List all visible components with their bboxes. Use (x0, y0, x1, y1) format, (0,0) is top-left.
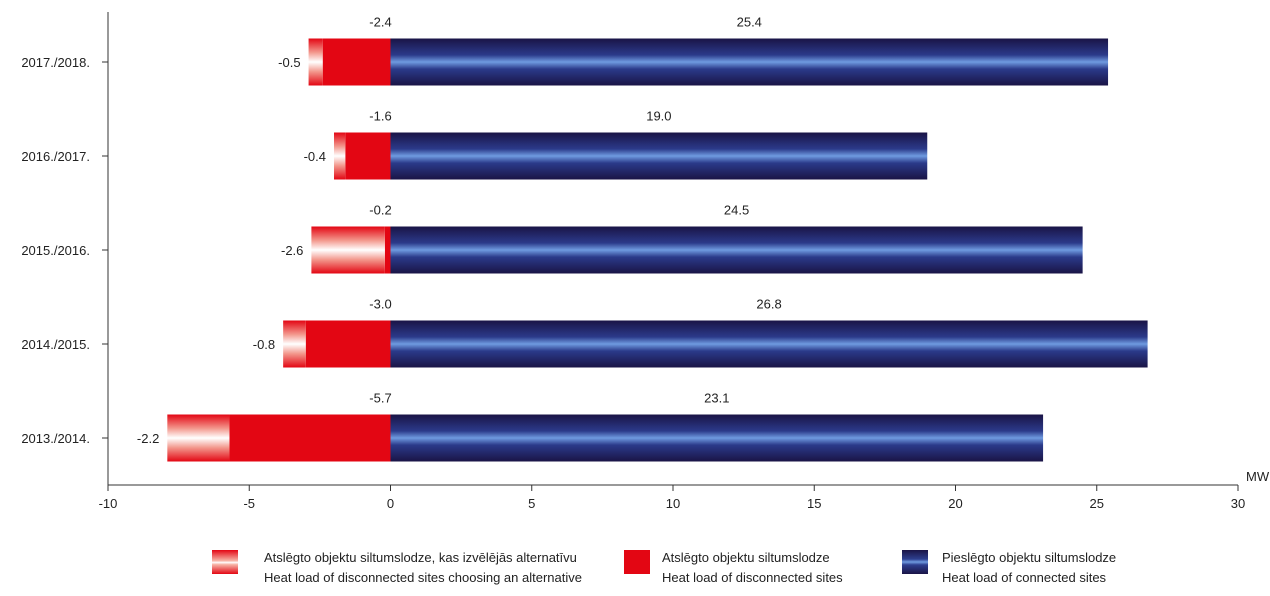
bar-disconnected (229, 414, 391, 462)
value-label-disconnected: -1.6 (369, 109, 391, 124)
x-tick-label: -5 (243, 496, 255, 511)
legend-label-disconnected-en: Heat load of disconnected sites (662, 570, 843, 585)
bars (167, 38, 1148, 462)
value-label-connected: 26.8 (756, 297, 781, 312)
x-tick-label: 30 (1231, 496, 1245, 511)
value-labels: 25.4 -2.4 -0.5 19.0 -1.6 -0.4 24.5 -0.2 -2.6 26.8… (137, 15, 782, 447)
bar-alternative (311, 226, 385, 274)
value-label-connected: 25.4 (737, 15, 762, 30)
category-label: 2013./2014. (21, 431, 90, 446)
value-label-connected: 19.0 (646, 109, 671, 124)
legend-label-alternative-en: Heat load of disconnected sites choosing… (264, 570, 582, 585)
legend-swatch-disconnected (624, 550, 650, 574)
value-label-alternative: -2.6 (281, 243, 303, 258)
bar-alternative (308, 38, 323, 86)
bar-connected (390, 226, 1083, 274)
bar-connected (390, 414, 1044, 462)
x-tick-label: 0 (387, 496, 394, 511)
x-tick-label: 25 (1090, 496, 1104, 511)
legend-swatch-alternative (212, 550, 238, 574)
value-label-disconnected: -3.0 (369, 297, 391, 312)
value-label-connected: 23.1 (704, 391, 729, 406)
value-label-alternative: -2.2 (137, 431, 159, 446)
bar-disconnected (322, 38, 391, 86)
bar-connected (390, 38, 1109, 86)
bar-disconnected (305, 320, 391, 368)
x-axis-unit-label: MW (1246, 469, 1270, 484)
value-label-disconnected: -2.4 (369, 15, 391, 30)
value-label-alternative: -0.4 (304, 149, 326, 164)
bar-connected (390, 320, 1148, 368)
x-tick-label: 10 (666, 496, 680, 511)
value-label-alternative: -0.8 (253, 337, 275, 352)
bar-disconnected (384, 226, 391, 274)
bar-connected (390, 132, 928, 180)
legend-label-disconnected: Atslēgto objektu siltumslodze (662, 550, 830, 565)
bar-alternative (283, 320, 306, 368)
category-label: 2015./2016. (21, 243, 90, 258)
bar-alternative (167, 414, 230, 462)
category-label: 2017./2018. (21, 55, 90, 70)
legend-swatch-connected (902, 550, 928, 574)
legend: Atslēgto objektu siltumslodze, kas izvēl… (0, 544, 1270, 596)
bar-disconnected (345, 132, 391, 180)
category-label: 2016./2017. (21, 149, 90, 164)
value-label-disconnected: -0.2 (369, 203, 391, 218)
value-label-connected: 24.5 (724, 203, 749, 218)
x-tick-label: 15 (807, 496, 821, 511)
legend-label-alternative: Atslēgto objektu siltumslodze, kas izvēl… (264, 550, 577, 565)
value-label-alternative: -0.5 (278, 55, 300, 70)
legend-label-connected: Pieslēgto objektu siltumslodze (942, 550, 1117, 565)
legend-label-connected-en: Heat load of connected sites (942, 570, 1107, 585)
category-label: 2014./2015. (21, 337, 90, 352)
x-tick-label: -10 (99, 496, 118, 511)
value-label-disconnected: -5.7 (369, 391, 391, 406)
bar-alternative (334, 132, 346, 180)
x-tick-label: 20 (948, 496, 962, 511)
x-tick-label: 5 (528, 496, 535, 511)
